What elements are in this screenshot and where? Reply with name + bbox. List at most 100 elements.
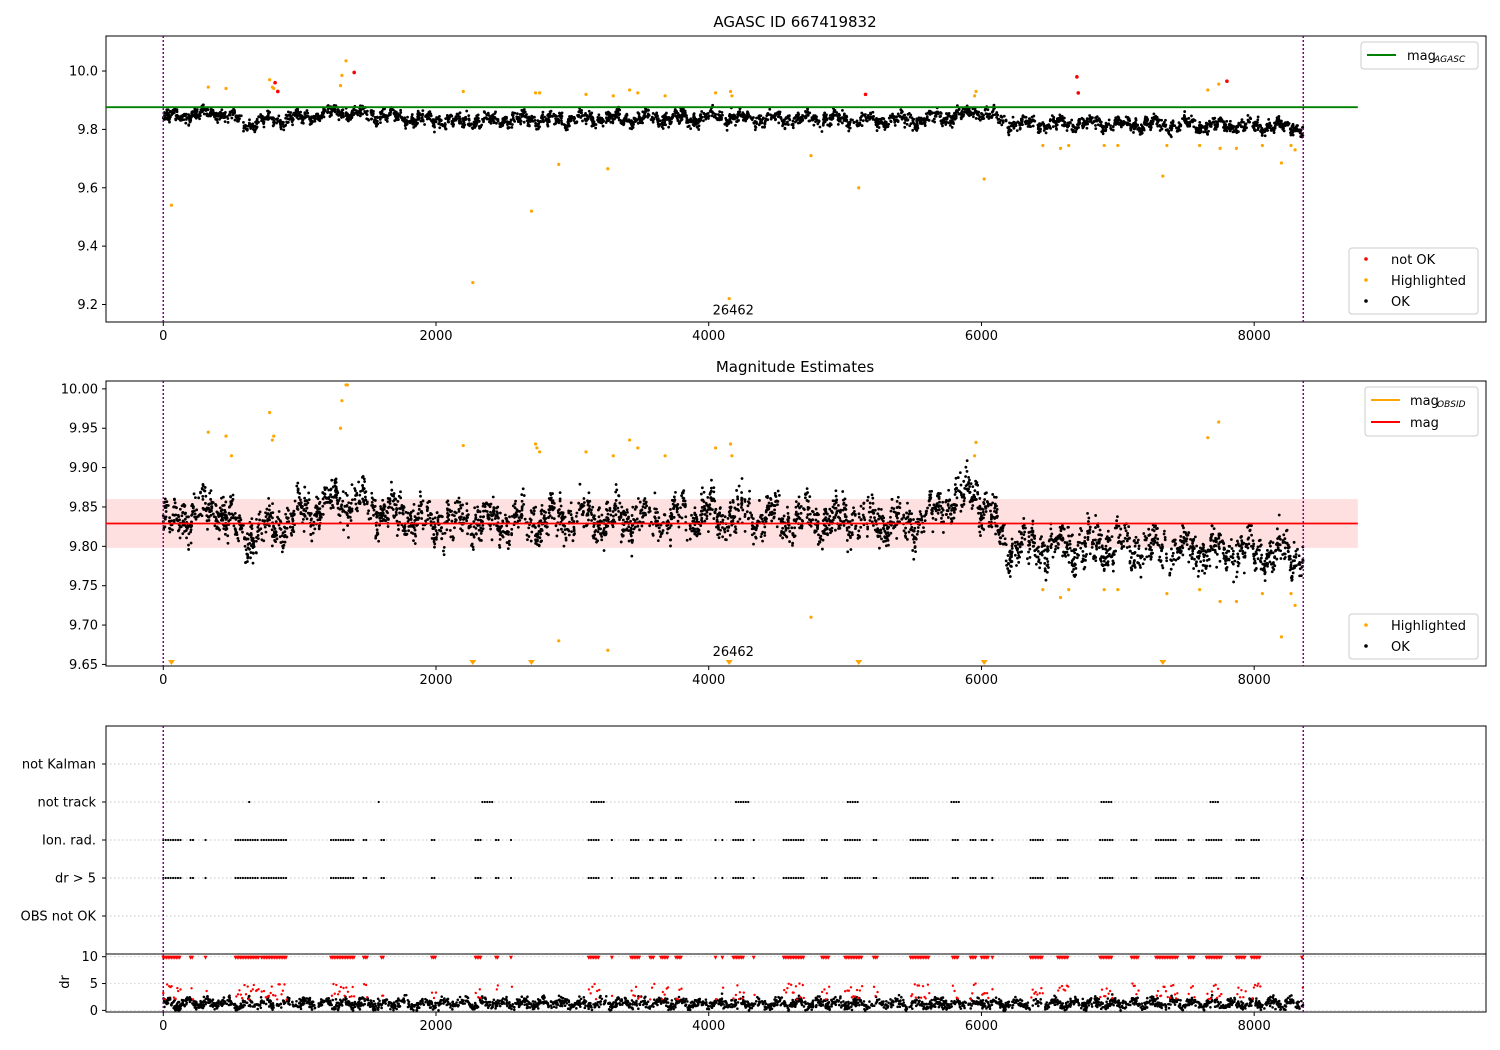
data-point-ok [581,119,584,123]
data-point-ok [540,504,544,507]
data-point-ok [1192,125,1196,129]
data-point-highlighted [338,84,343,88]
data-point-ok [242,120,245,124]
data-point-highlighted [1206,88,1210,92]
data-point-ok [1289,127,1292,131]
data-point-ok [1170,128,1173,132]
data-point-ok [1247,119,1250,123]
data-point-ok [763,534,767,537]
data-point-ok [1188,124,1192,128]
data-point-ok [454,118,458,122]
data-point-ok [1256,118,1260,122]
data-point-ok [205,114,209,117]
x-tick-label: 6000 [965,329,998,344]
data-point-ok [661,127,665,130]
data-point-ok [1001,121,1005,124]
data-point-ok [263,519,267,523]
data-point-ok [1215,122,1219,126]
data-point-ok [1240,125,1244,129]
data-point-ok [1052,120,1055,123]
data-point-ok [427,113,431,116]
data-point-ok [211,111,215,115]
legend-line-subscript: AGASC [1433,55,1466,65]
legend-line-label: mag [1407,49,1436,64]
data-point-ok [542,514,546,518]
data-point-ok [949,504,953,507]
data-point-ok [1289,133,1293,137]
data-point-ok [876,120,879,124]
data-point-ok [251,561,255,565]
data-point-ok [467,118,471,122]
data-point-ok [332,109,336,112]
data-point-ok [260,116,264,119]
data-point-ok [1237,123,1241,127]
data-point-ok [584,111,587,115]
data-point-ok [1098,119,1102,123]
data-point-ok [984,510,988,513]
data-point-ok [805,110,808,114]
data-point-ok [769,117,773,121]
data-point-not-ok [1076,91,1081,95]
data-point-ok [201,498,205,501]
data-point-ok [768,107,772,111]
data-point-ok [813,116,817,120]
data-point-ok [476,509,480,512]
data-point-ok [208,491,212,495]
panel-estimates-title: Magnitude Estimates [716,358,874,376]
data-point-ok [612,117,616,121]
data-point-ok [270,544,274,548]
data-point-ok [903,125,907,129]
data-point-ok [911,128,915,132]
data-point-ok [728,117,732,121]
data-point-ok [385,510,389,513]
data-point-ok [526,124,530,127]
data-point-ok [421,112,425,116]
data-point-ok [477,119,481,123]
data-point-ok [936,112,940,116]
data-point-ok [747,500,750,504]
data-point-ok [894,115,897,119]
data-point-ok [546,117,550,121]
data-point-ok [861,119,865,123]
data-point-ok [238,117,241,120]
data-point-ok [1212,527,1216,531]
data-point-ok [597,120,601,124]
data-point-ok [927,118,931,122]
data-point-ok [248,123,252,126]
data-point-ok [1051,125,1055,129]
data-point-ok [321,504,325,508]
data-point-ok [1078,533,1081,536]
data-point-ok [209,114,213,117]
data-point-ok [427,116,431,120]
data-point-ok [195,110,198,114]
data-point-ok [355,111,359,115]
data-point-ok [1128,561,1132,565]
data-point-ok [1190,114,1193,118]
data-point-ok [1263,130,1266,134]
data-point-ok [1067,560,1071,564]
data-point-ok [584,122,588,126]
data-point-ok [291,118,295,121]
data-point-ok [305,506,309,510]
data-point-ok [1229,127,1233,131]
data-point-ok [1235,575,1238,579]
data-point-ok [373,116,377,119]
data-point-ok [505,524,509,528]
data-point-ok [533,118,537,122]
data-point-ok [560,122,564,126]
data-point-ok [1142,532,1146,535]
data-point-ok [665,111,668,115]
data-point-ok [699,116,703,120]
data-point-ok [947,488,951,492]
data-point-ok [1260,553,1264,557]
data-point-ok [369,109,373,113]
data-point-ok [569,501,573,505]
data-point-ok [507,126,511,130]
data-point-ok [952,116,956,120]
data-point-ok [322,107,326,111]
data-point-ok [408,121,412,125]
data-point-ok [998,121,1002,125]
data-point-ok [689,127,693,131]
data-point-ok [982,513,986,517]
